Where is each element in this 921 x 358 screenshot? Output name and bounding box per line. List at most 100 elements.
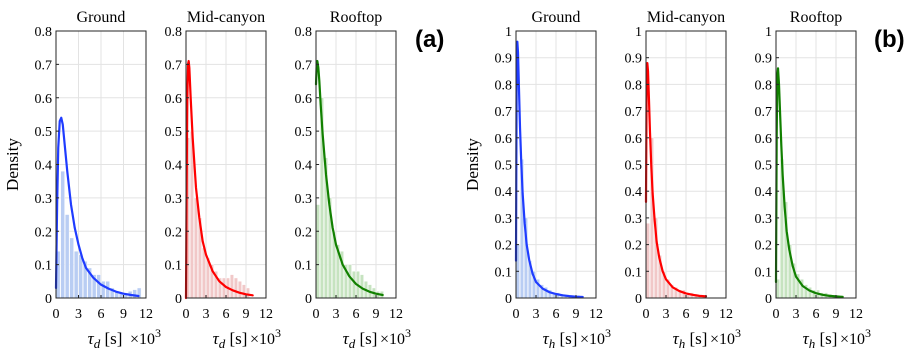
subplot-title: Rooftop — [330, 9, 382, 26]
histogram-bar — [73, 251, 79, 299]
y-tick-label: 0.3 — [35, 192, 53, 207]
y-tick-label: 0.7 — [35, 58, 53, 73]
subplot-rooftop: 00.10.20.30.40.50.60.70.80.910 3 6 9 12Rooft… — [755, 9, 872, 351]
y-tick-label: 0.7 — [295, 58, 313, 73]
x-axis-label: τd [s] — [88, 329, 123, 351]
x-axis-subscript: h — [549, 336, 556, 351]
subplot-mid-canyon: 00.10.20.30.40.50.60.70.80.910 3 6 9 12Mid-c… — [625, 9, 742, 351]
y-tick-label: 0.1 — [165, 259, 183, 274]
y-tick-label: 0.8 — [35, 25, 53, 40]
x-axis-symbol: τ — [803, 329, 810, 348]
x-axis-unit: [s] — [685, 329, 707, 348]
y-tick-label: 0.4 — [625, 185, 643, 200]
y-tick-label: 0.7 — [495, 105, 513, 120]
y-tick-label: 0.2 — [625, 239, 643, 254]
multiplier-base: ×10 — [840, 331, 865, 348]
x-axis-multiplier: ×103 — [840, 326, 871, 348]
y-tick-label: 0.1 — [625, 265, 643, 280]
y-tick-label: 0.4 — [35, 159, 53, 174]
y-tick-label: 0.7 — [755, 105, 773, 120]
panel-label: (b) — [874, 26, 905, 53]
y-tick-label: 0.2 — [755, 239, 773, 254]
x-axis-label: τh [s] — [673, 329, 708, 351]
x-tick-label: 0 — [643, 307, 650, 322]
y-tick-label: 0.4 — [495, 185, 513, 200]
x-tick-label: 12 — [849, 307, 863, 322]
x-axis-multiplier: ×103 — [710, 326, 741, 348]
subplot-mid-canyon: 00.10.20.30.40.50.60.70.80 3 6 9 12Mid-canyo… — [165, 9, 282, 351]
histogram-bar — [241, 284, 246, 299]
y-tick-label: 0.8 — [165, 25, 183, 40]
histogram-bar — [352, 271, 356, 299]
histogram-bar — [316, 204, 320, 299]
x-tick-label: 3 — [203, 307, 210, 322]
x-axis-symbol: τ — [543, 329, 550, 348]
y-tick-label: 0.5 — [165, 125, 183, 140]
y-tick-label: 0.5 — [35, 125, 53, 140]
x-tick-label: 3 — [533, 307, 540, 322]
x-tick-label: 9 — [120, 307, 127, 322]
x-axis-multiplier: ×103 — [580, 326, 611, 348]
x-tick-label: 9 — [573, 307, 580, 322]
y-tick-label: 0.3 — [625, 212, 643, 227]
histogram-bar — [60, 170, 65, 299]
histogram-bar — [229, 274, 234, 299]
histogram-bar — [233, 277, 238, 299]
x-tick-label: 6 — [553, 307, 560, 322]
y-tick-label: 0.1 — [295, 259, 313, 274]
histogram-bar — [348, 264, 352, 299]
y-tick-label: 0.8 — [755, 78, 773, 93]
y-tick-label: 0.9 — [625, 52, 643, 67]
y-tick-label: 0.6 — [165, 92, 183, 107]
x-axis-symbol: τ — [88, 329, 95, 348]
y-tick-label: 0.7 — [165, 58, 183, 73]
multiplier-exponent: 3 — [865, 326, 871, 340]
x-axis-subscript: d — [94, 336, 101, 351]
x-tick-label: 9 — [703, 307, 710, 322]
multiplier-exponent: 3 — [405, 326, 411, 340]
y-axis-label: Density — [463, 138, 482, 191]
y-tick-label: 0 — [635, 292, 642, 307]
y-tick-label: 0.1 — [35, 259, 53, 274]
x-axis-unit: [s] — [355, 329, 377, 348]
y-tick-label: 0.3 — [165, 192, 183, 207]
x-tick-label: 6 — [353, 307, 360, 322]
x-axis-unit: [s] — [815, 329, 837, 348]
x-tick-label: 0 — [313, 307, 320, 322]
panel-a: Density(a)00.10.20.30.40.50.60.70.80 3 6 9 1… — [3, 9, 444, 351]
y-tick-label: 0.9 — [755, 52, 773, 67]
y-tick-label: 0.6 — [625, 132, 643, 147]
y-tick-label: 0.4 — [295, 159, 313, 174]
y-tick-label: 0.6 — [295, 92, 313, 107]
x-axis-multiplier: ×103 — [130, 326, 161, 348]
density-curve — [644, 61, 708, 298]
y-tick-label: 0.5 — [295, 125, 313, 140]
y-tick-label: 1 — [765, 25, 772, 40]
x-tick-label: 3 — [333, 307, 340, 322]
multiplier-base: ×10 — [380, 331, 405, 348]
y-tick-label: 0.5 — [755, 159, 773, 174]
y-tick-label: 0.4 — [165, 159, 183, 174]
histogram-bar — [237, 281, 242, 299]
x-axis-symbol: τ — [673, 329, 680, 348]
multiplier-base: ×10 — [130, 331, 155, 348]
y-tick-label: 0.8 — [295, 25, 313, 40]
x-axis-multiplier: ×103 — [250, 326, 281, 348]
x-axis-symbol: τ — [343, 329, 350, 348]
y-tick-label: 0.1 — [755, 265, 773, 280]
x-axis-label: τd [s] — [343, 329, 378, 351]
x-axis-label: τh [s] — [543, 329, 578, 351]
x-tick-label: 9 — [243, 307, 250, 322]
histogram-bar — [96, 274, 101, 299]
x-axis-subscript: h — [679, 336, 686, 351]
x-axis-label: τd [s] — [213, 329, 248, 351]
y-tick-label: 0.2 — [495, 239, 513, 254]
histogram-bar — [69, 237, 74, 299]
y-tick-label: 0.6 — [755, 132, 773, 147]
x-tick-label: 12 — [259, 307, 273, 322]
histogram-bar — [64, 214, 70, 299]
x-tick-label: 6 — [813, 307, 820, 322]
histogram-bar — [646, 223, 650, 299]
x-tick-label: 3 — [663, 307, 670, 322]
